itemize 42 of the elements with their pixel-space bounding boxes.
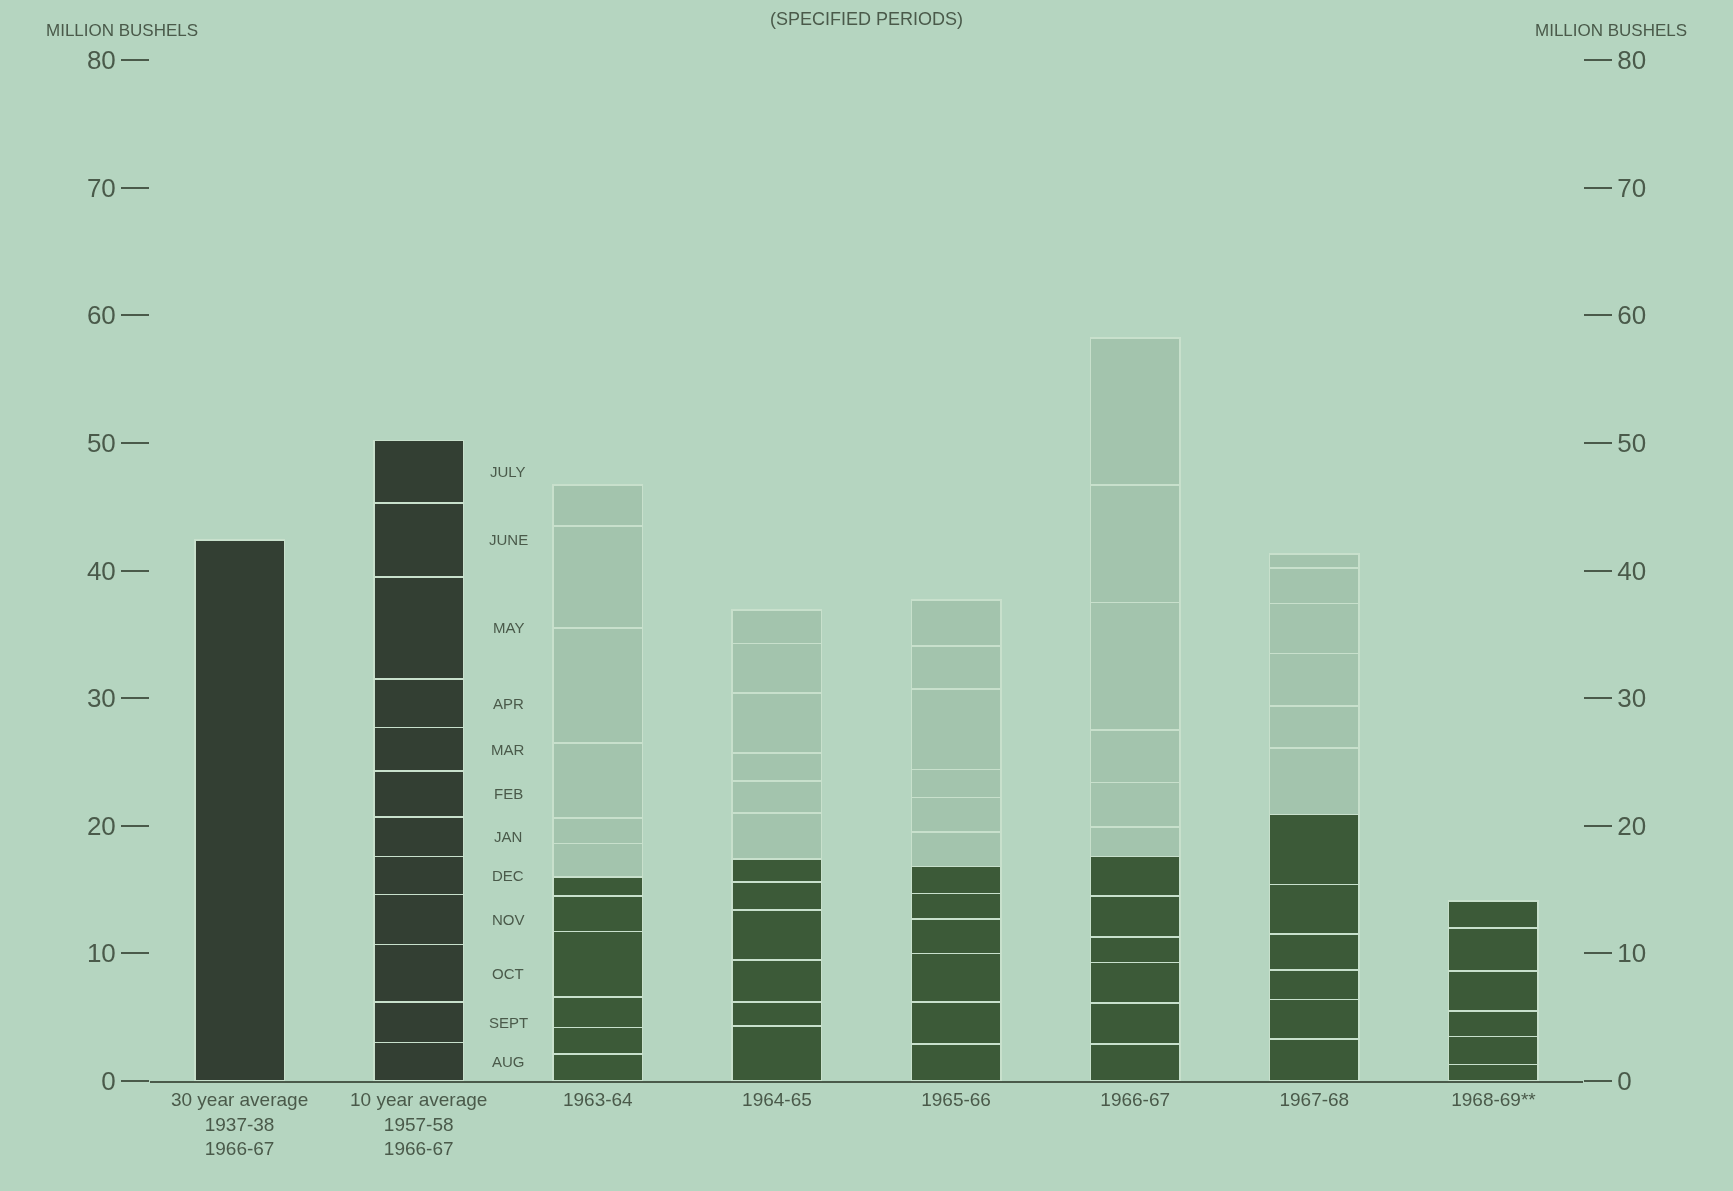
y-tick-label: 30 [86, 683, 116, 714]
y2-tick-label: 80 [1617, 45, 1647, 76]
series-label: APR [493, 695, 525, 712]
x-tick-label: 1963-64 [562, 1088, 634, 1110]
x-tick-label: 30 year average 1937-38 1966-67 [170, 1088, 309, 1160]
x-tick-label: 1964-65 [742, 1088, 812, 1110]
x-tick-label: 1967-68 [1279, 1088, 1350, 1110]
y2-tick-label: 50 [1617, 427, 1647, 458]
y-tick-label: 10 [86, 938, 116, 969]
y2-tick-label: 30 [1617, 683, 1647, 714]
series-label: JUNE [489, 531, 529, 548]
x-tick-label: 10 year average 1957-58 1966-67 [350, 1088, 488, 1160]
y2-tick-label: 10 [1617, 938, 1647, 969]
series-label: JULY [490, 463, 526, 480]
y2-tick-label: 70 [1617, 172, 1647, 203]
y-tick-label: 20 [86, 810, 116, 841]
y-axis-title: MILLION BUSHELS [46, 21, 199, 40]
x-tick-label: 1965-66 [921, 1088, 991, 1110]
y-tick-label: 40 [86, 555, 116, 586]
series-label: OCT [492, 965, 524, 982]
bar [194, 539, 286, 1081]
x-tick-label: 1966-67 [1100, 1088, 1171, 1110]
y2-tick-label: 40 [1617, 555, 1647, 586]
series-label: MAR [491, 741, 525, 758]
y2-tick-label: 20 [1617, 810, 1647, 841]
text: JAN [494, 828, 523, 845]
series-label: MAY [493, 619, 525, 636]
text: FEB [494, 785, 524, 802]
y-tick-label: 60 [86, 300, 116, 331]
x-tick-label: 1968-69** [1451, 1088, 1537, 1110]
series-label: AUG [492, 1053, 525, 1070]
y2-tick-label: 60 [1617, 300, 1647, 331]
y-tick-label: 70 [86, 172, 116, 203]
y2-tick-label: 0 [1617, 1066, 1632, 1097]
series-label: SEPT [489, 1014, 529, 1031]
y-tick-label: 0 [101, 1066, 116, 1097]
series-label: DEC [492, 867, 524, 884]
y-tick-label: 50 [86, 427, 116, 458]
chart-title: (SPECIFIED PERIODS) [769, 8, 964, 29]
y2-axis-title: MILLION BUSHELS [1535, 21, 1688, 40]
series-label: NOV [492, 911, 525, 928]
y-tick-label: 80 [86, 45, 116, 76]
